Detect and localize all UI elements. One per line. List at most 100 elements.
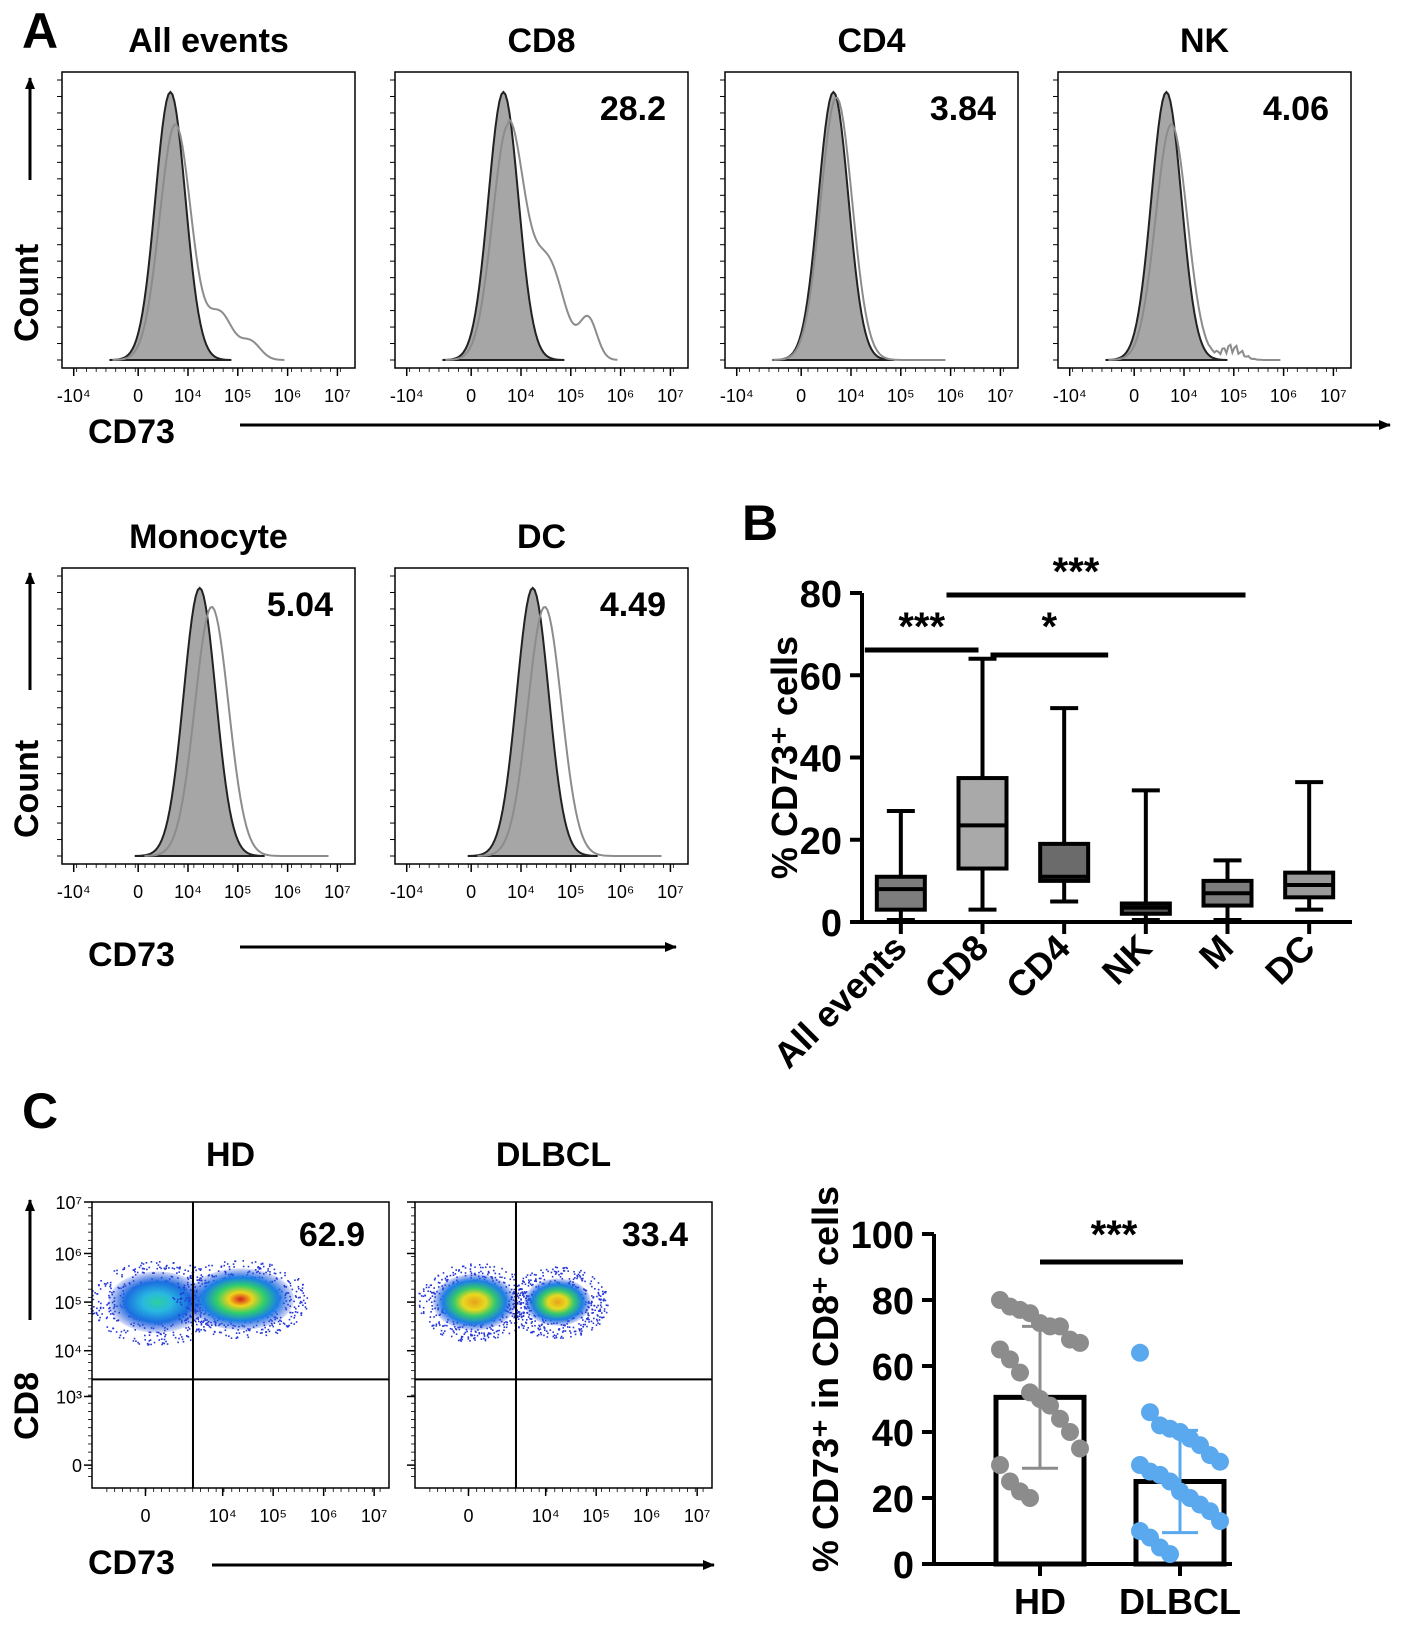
event-dot [451,1328,453,1331]
x-tick-label: 10⁵ [582,1506,609,1526]
event-dot [594,1287,596,1290]
event-dot [98,1319,100,1322]
event-dot [457,1339,460,1342]
event-dot [271,1324,273,1326]
event-dot [295,1321,298,1323]
event-dot [553,1337,556,1339]
event-dot [543,1326,545,1328]
event-dot [106,1282,109,1284]
event-dot [289,1284,292,1287]
event-dot [168,1267,170,1269]
significance-label: *** [898,605,945,649]
event-dot [264,1326,266,1329]
event-dot [144,1339,146,1341]
bar-chart: 0 20 40 60 80 100% CD73⁺ in CD8⁺ cells HD DLBCL… [805,1186,1241,1622]
event-dot [105,1317,108,1320]
event-dot [591,1326,594,1329]
event-dot [189,1264,192,1267]
event-dot [573,1273,576,1275]
event-dot [431,1305,433,1307]
event-dot [587,1317,589,1319]
event-dot [513,1316,516,1319]
event-dot [487,1336,490,1339]
x-tick-label: -10⁴ [57,386,91,406]
event-dot [518,1315,521,1317]
event-dot [453,1331,455,1334]
event-dot [289,1311,292,1314]
event-dot [289,1282,292,1285]
event-dot [185,1327,187,1329]
event-dot [590,1300,593,1303]
event-dot [433,1287,435,1289]
event-dot [113,1270,116,1272]
event-dot [146,1268,148,1271]
event-dot [186,1276,189,1279]
event-dot [518,1311,521,1313]
event-dot [593,1304,595,1307]
histogram-panel-3: -10⁴ 0 10⁴ 10⁵ 10⁶ 10⁷ NK 4.06 [1053,22,1352,406]
event-dot [470,1272,473,1275]
event-dot [493,1335,495,1338]
event-dot [294,1314,296,1317]
event-dot [593,1317,595,1320]
event-dot [469,1270,472,1273]
event-dot [545,1268,548,1271]
event-dot [160,1338,163,1340]
event-dot [141,1271,144,1274]
event-dot [224,1329,227,1332]
event-dot [513,1292,516,1295]
event-dot [604,1291,607,1294]
event-dot [269,1325,271,1327]
event-dot [198,1330,201,1333]
event-dot [101,1313,103,1315]
event-dot [433,1278,436,1281]
event-dot [596,1295,598,1298]
event-dot [567,1270,569,1272]
event-dot [297,1278,300,1280]
event-dot [433,1292,436,1295]
event-dot [459,1339,462,1341]
event-dot [155,1262,158,1264]
count-label-top: Count [8,244,46,342]
event-dot [553,1334,556,1337]
event-dot [180,1297,183,1300]
event-dot [464,1272,467,1274]
event-dot [522,1280,524,1283]
event-dot [513,1302,515,1305]
event-dot [433,1316,435,1318]
event-dot [540,1333,543,1336]
event-dot [135,1340,137,1342]
event-dot [455,1333,458,1335]
event-dot [178,1267,181,1270]
event-dot [478,1263,481,1266]
event-dot [184,1299,187,1302]
event-dot [208,1325,211,1328]
event-dot [123,1329,126,1332]
event-dot [179,1333,182,1336]
event-dot [531,1284,533,1287]
y-tick-label: 60 [872,1347,914,1389]
event-dot [461,1335,464,1338]
x-tick-label: 10⁶ [310,1506,337,1526]
event-dot [196,1328,198,1331]
event-dot [437,1275,440,1277]
event-dot [148,1266,151,1269]
histogram-frame [61,567,356,865]
event-dot [591,1295,593,1297]
event-dot [147,1344,149,1346]
y-tick-label: 60 [800,656,842,698]
event-dot [199,1269,202,1272]
event-dot [584,1280,586,1283]
event-dot [560,1335,563,1338]
event-dot [605,1290,607,1293]
event-dot [554,1266,557,1268]
event-dot [457,1270,460,1272]
event-dot [535,1274,537,1276]
event-dot [497,1336,499,1339]
event-dot [182,1340,185,1343]
dotplot-frame [91,1201,390,1489]
event-dot [582,1323,585,1326]
event-dot [195,1323,198,1326]
event-dot [446,1278,449,1281]
event-dot [599,1299,602,1301]
